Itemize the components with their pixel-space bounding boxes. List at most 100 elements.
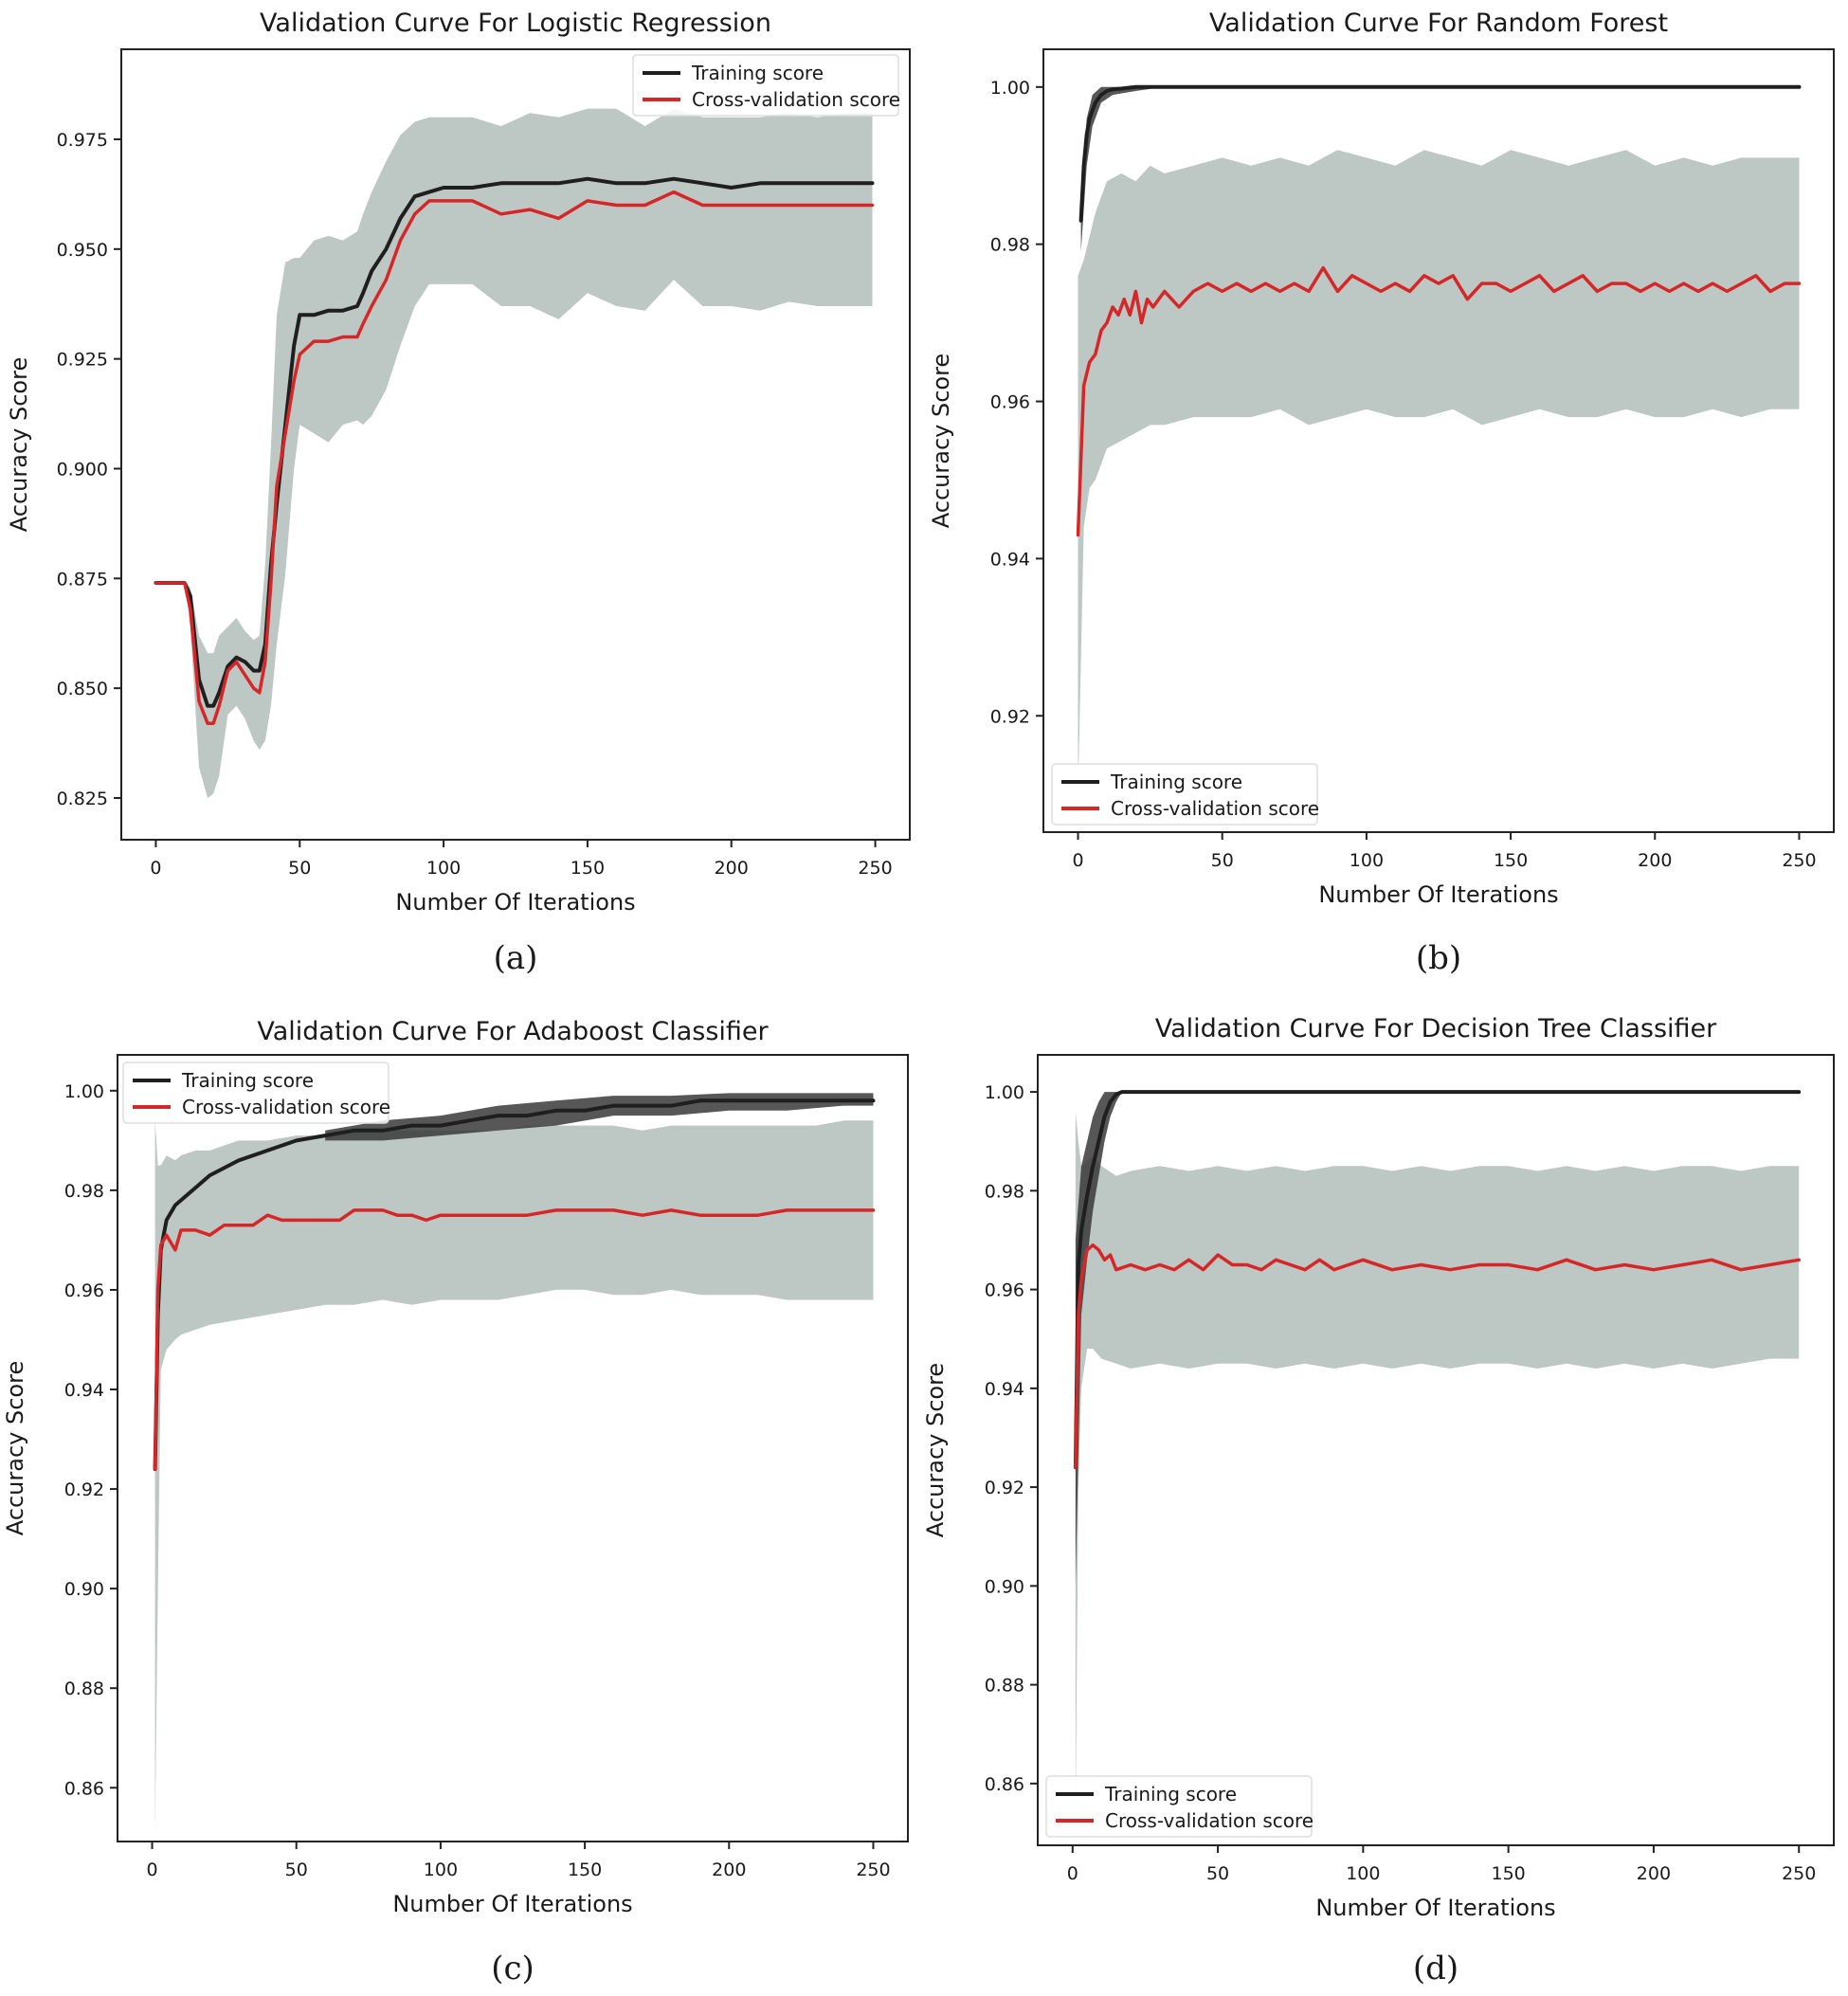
x-tick-label: 150 bbox=[1494, 850, 1528, 871]
y-tick-label: 0.925 bbox=[57, 350, 108, 371]
legend-box bbox=[632, 54, 899, 117]
chart-panel-b: 0 50 100 150 200 250 0.92 0.94 0.96 0.98 1.00 Valid… bbox=[928, 9, 1835, 977]
x-axis-label: Number Of Iterations bbox=[1318, 881, 1558, 908]
legend: Training score Cross-validation score bbox=[1045, 1775, 1314, 1838]
cv-score-line bbox=[1074, 1243, 1801, 1469]
legend-box bbox=[1051, 763, 1318, 826]
x-tick-label: 0 bbox=[1072, 850, 1083, 871]
y-tick-label: 0.98 bbox=[990, 235, 1030, 256]
x-tick-label: 50 bbox=[285, 1860, 308, 1880]
axes-frame bbox=[1042, 48, 1835, 833]
panel-caption: (d) bbox=[1413, 1950, 1458, 1987]
y-axis-label: Accuracy Score bbox=[928, 354, 954, 528]
x-tick-label: 50 bbox=[1211, 850, 1234, 871]
x-tick-label: 150 bbox=[568, 1860, 602, 1880]
cv-score-line bbox=[1076, 265, 1802, 537]
x-tick-label: 200 bbox=[1638, 850, 1672, 871]
legend-cv-label: Cross-validation score bbox=[1105, 1809, 1314, 1832]
x-tick-label: 250 bbox=[1782, 1863, 1816, 1884]
legend-training-label: Training score bbox=[181, 1069, 314, 1092]
cv-score-band bbox=[154, 1120, 874, 1833]
x-tick-label: 0 bbox=[146, 1860, 157, 1880]
y-tick-label: 0.94 bbox=[990, 549, 1030, 570]
legend-cv-label: Cross-validation score bbox=[1111, 797, 1319, 820]
axes-frame bbox=[1037, 1054, 1835, 1846]
y-axis-label: Accuracy Score bbox=[6, 357, 32, 532]
y-tick-label: 0.90 bbox=[985, 1576, 1024, 1597]
y-tick-label: 0.950 bbox=[57, 240, 108, 261]
y-tick-label: 0.875 bbox=[57, 569, 108, 590]
y-tick-label: 0.88 bbox=[985, 1676, 1024, 1697]
y-axis-label: Accuracy Score bbox=[2, 1361, 28, 1535]
x-tick-label: 250 bbox=[1782, 850, 1816, 871]
cv-score-line bbox=[154, 190, 875, 725]
y-tick-label: 0.92 bbox=[64, 1479, 104, 1500]
legend-training-label: Training score bbox=[1110, 771, 1242, 793]
x-tick-label: 150 bbox=[571, 858, 605, 879]
training-score-line bbox=[1078, 84, 1802, 223]
training-score-band bbox=[325, 1093, 874, 1141]
y-tick-label: 1.00 bbox=[985, 1082, 1024, 1103]
y-tick-label: 0.825 bbox=[57, 789, 108, 809]
x-tick-label: 250 bbox=[858, 858, 892, 879]
panel-caption: (b) bbox=[1416, 939, 1461, 977]
y-tick-label: 0.850 bbox=[57, 679, 108, 699]
y-tick-label: 0.90 bbox=[64, 1579, 104, 1600]
y-tick-label: 0.86 bbox=[985, 1774, 1024, 1795]
legend-box bbox=[1045, 1775, 1313, 1838]
y-tick-label: 0.92 bbox=[985, 1478, 1024, 1498]
legend: Training score Cross-validation score bbox=[122, 1062, 390, 1124]
x-axis-label: Number Of Iterations bbox=[395, 889, 635, 916]
y-tick-label: 0.88 bbox=[64, 1678, 104, 1699]
chart-title: Validation Curve For Random Forest bbox=[1209, 9, 1668, 38]
legend: Training score Cross-validation score bbox=[1051, 763, 1319, 826]
x-tick-label: 200 bbox=[1637, 1863, 1671, 1884]
legend-cv-label: Cross-validation score bbox=[182, 1096, 390, 1118]
x-tick-label: 50 bbox=[1206, 1863, 1229, 1884]
y-axis-label: Accuracy Score bbox=[922, 1363, 949, 1537]
x-tick-label: 0 bbox=[150, 858, 161, 879]
y-tick-label: 1.00 bbox=[64, 1081, 104, 1102]
y-tick-label: 0.96 bbox=[64, 1280, 104, 1301]
panel-caption: (a) bbox=[494, 939, 538, 977]
chart-title: Validation Curve For Logistic Regression bbox=[260, 9, 771, 38]
y-tick-label: 0.86 bbox=[64, 1778, 104, 1799]
legend: Training score Cross-validation score bbox=[632, 54, 900, 117]
cv-score-band bbox=[155, 108, 873, 799]
plot-area bbox=[1073, 1090, 1802, 1824]
training-score-line bbox=[153, 1098, 876, 1472]
cv-score-band bbox=[1075, 1111, 1800, 1824]
x-tick-label: 100 bbox=[424, 1860, 458, 1880]
x-tick-label: 0 bbox=[1067, 1863, 1078, 1884]
chart-title: Validation Curve For Adaboost Classifier bbox=[257, 1017, 769, 1046]
cv-score-line bbox=[153, 1208, 876, 1471]
y-tick-label: 0.98 bbox=[64, 1181, 104, 1202]
legend-cv-label: Cross-validation score bbox=[692, 88, 900, 111]
chart-panel-d: 0 50 100 150 200 250 0.86 0.88 0.90 0.92 0.94 0.96 0… bbox=[922, 1014, 1835, 1987]
legend-box bbox=[122, 1062, 390, 1124]
training-score-line bbox=[1073, 1090, 1802, 1470]
x-tick-label: 100 bbox=[1350, 850, 1384, 871]
y-tick-label: 0.96 bbox=[985, 1280, 1024, 1301]
training-score-band bbox=[1075, 1092, 1122, 1587]
chart-title: Validation Curve For Decision Tree Class… bbox=[1155, 1014, 1717, 1043]
legend-training-label: Training score bbox=[691, 62, 824, 84]
y-tick-label: 0.98 bbox=[985, 1181, 1024, 1202]
y-tick-label: 0.900 bbox=[57, 459, 108, 480]
x-tick-label: 150 bbox=[1492, 1863, 1526, 1884]
chart-panel-c: 0 50 100 150 200 250 0.86 0.88 0.90 0.92 0.94 0.96 0… bbox=[2, 1017, 909, 1987]
y-tick-label: 0.94 bbox=[985, 1379, 1024, 1400]
y-tick-label: 1.00 bbox=[990, 78, 1030, 99]
x-tick-label: 250 bbox=[856, 1860, 890, 1880]
y-tick-label: 0.96 bbox=[990, 392, 1030, 413]
training-score-line bbox=[154, 176, 875, 708]
chart-panel-a: 0 50 100 150 200 250 0.825 0.850 0.875 0.900 0.925… bbox=[6, 9, 911, 977]
cv-score-band bbox=[1078, 150, 1800, 795]
panel-caption: (c) bbox=[491, 1950, 534, 1987]
plot-area bbox=[153, 1093, 876, 1833]
x-tick-label: 100 bbox=[1346, 1863, 1380, 1884]
y-tick-label: 0.94 bbox=[64, 1380, 104, 1401]
legend-training-label: Training score bbox=[1104, 1783, 1237, 1805]
axes-frame bbox=[117, 1054, 909, 1842]
